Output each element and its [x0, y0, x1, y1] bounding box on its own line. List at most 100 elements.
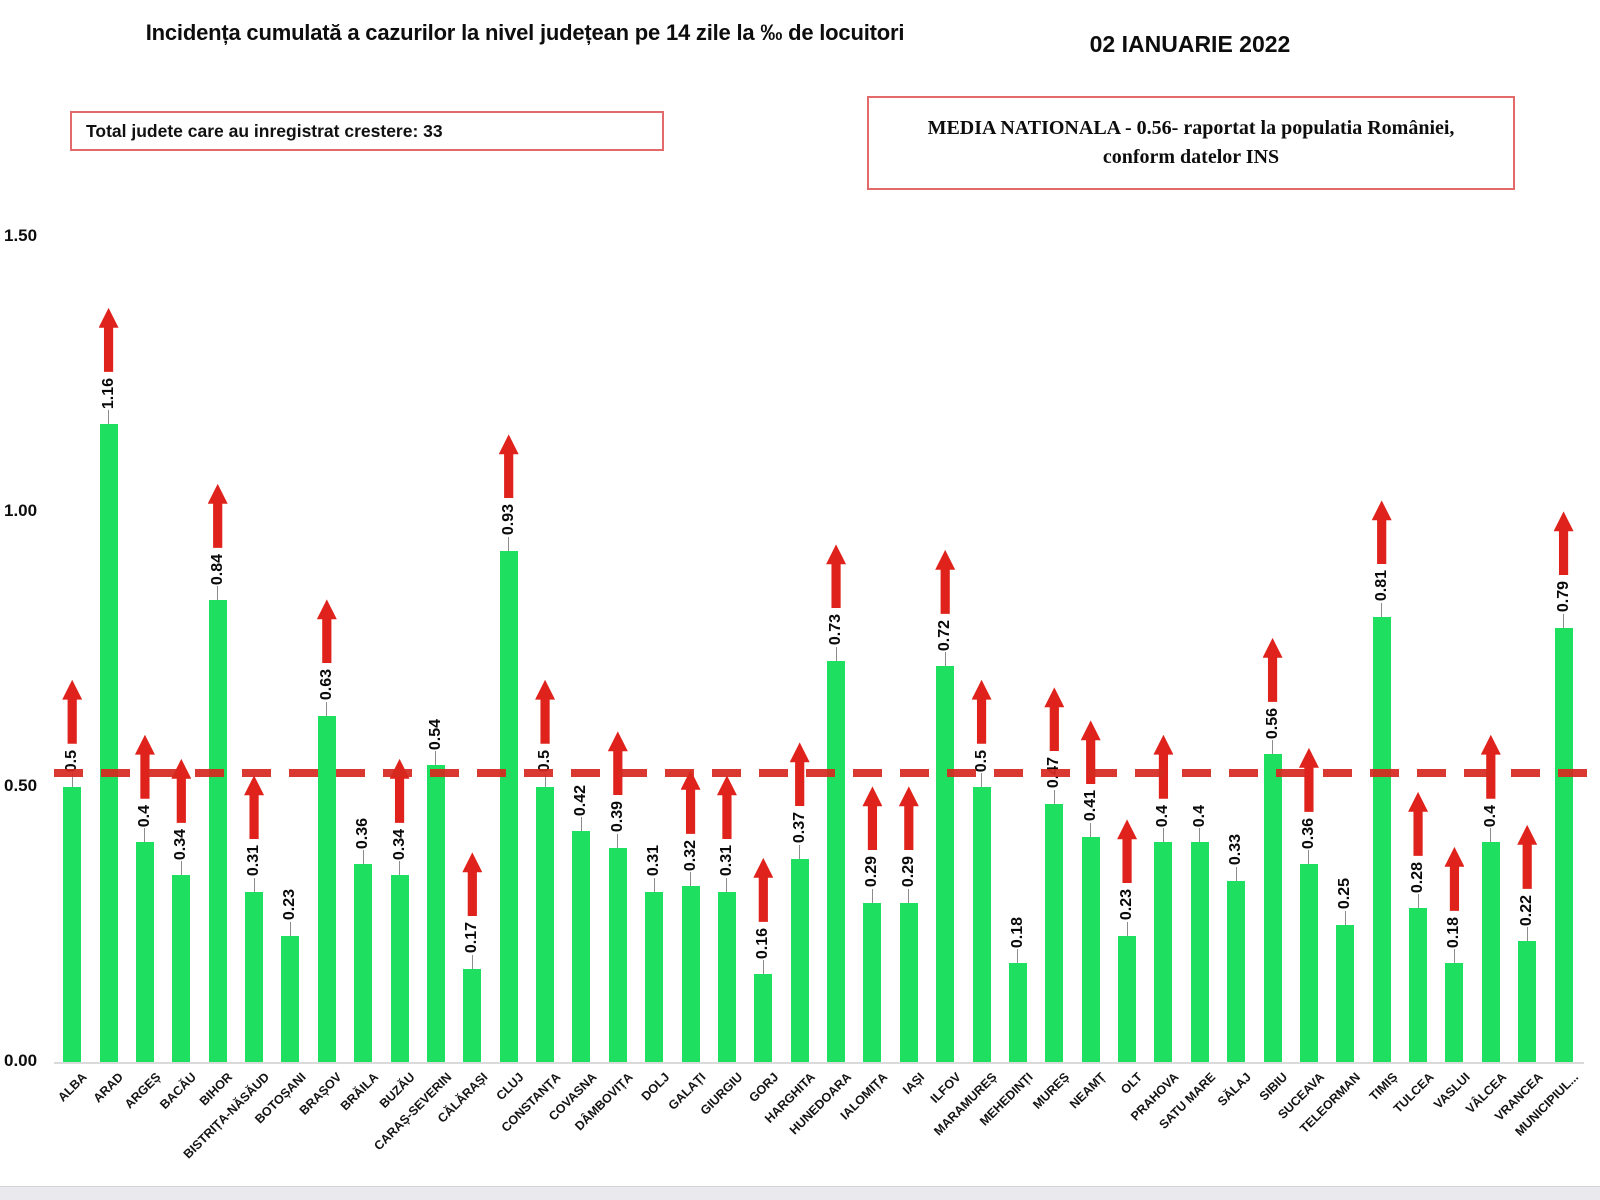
bar-column-mure-: 0.47	[1036, 162, 1072, 1062]
bar-value-label: 0.17	[463, 922, 481, 954]
x-axis-label: IAȘI	[899, 1070, 927, 1098]
x-axis-label: SATU MARE	[1156, 1070, 1218, 1132]
bar	[1008, 963, 1027, 1062]
bar-column-timi-: 0.81	[1364, 162, 1400, 1062]
national-average-line1: MEDIA NATIONALA - 0.56- raportat la popu…	[927, 117, 1455, 139]
bar	[827, 660, 846, 1062]
bar-column-sibiu: 0.56	[1254, 162, 1290, 1062]
value-leader-line	[1344, 910, 1346, 925]
increase-arrow-icon	[62, 679, 83, 744]
bar-column-br-ila: 0.36	[345, 162, 381, 1062]
increase-arrow-icon	[98, 307, 119, 372]
bar-value-label: 0.79	[1554, 581, 1572, 613]
bar-column-harghita: 0.37	[782, 162, 818, 1062]
bar	[99, 424, 118, 1062]
bar-value-label: 0.73	[827, 614, 845, 646]
value-leader-line	[1053, 789, 1055, 804]
bar	[208, 600, 227, 1062]
value-leader-line	[1490, 828, 1492, 842]
bar-value-label: 0.31	[645, 845, 663, 877]
bar-column-ialomi-a: 0.29	[854, 162, 890, 1062]
increase-arrow-icon	[1408, 791, 1429, 856]
value-leader-line	[1417, 894, 1419, 908]
bar-column-s-laj: 0.33	[1218, 162, 1254, 1062]
x-axis-label: ARGEȘ	[121, 1070, 163, 1112]
value-leader-line	[1563, 613, 1565, 628]
value-leader-line	[508, 536, 510, 551]
value-leader-line	[799, 844, 801, 859]
value-leader-line	[471, 954, 473, 969]
value-leader-line	[217, 586, 219, 600]
value-leader-line	[71, 773, 73, 787]
value-leader-line	[1235, 866, 1237, 881]
value-leader-line	[835, 646, 837, 661]
bar	[1263, 754, 1282, 1062]
x-axis-label: CĂLĂRAȘI	[434, 1070, 491, 1126]
bar-column-arad: 1.16	[90, 162, 126, 1062]
value-leader-line	[1017, 949, 1019, 963]
x-axis-line	[54, 1062, 1584, 1064]
bar-value-label: 0.36	[1299, 817, 1317, 849]
bar	[1081, 836, 1100, 1062]
bar	[536, 787, 555, 1062]
value-leader-line	[435, 751, 437, 765]
bar-column-constan-a: 0.5	[527, 162, 563, 1062]
bar-value-label: 0.81	[1372, 570, 1390, 602]
value-leader-line	[253, 877, 255, 892]
bar	[1445, 963, 1464, 1062]
bar-value-label: 0.36	[354, 817, 372, 849]
bar-column-gorj: 0.16	[745, 162, 781, 1062]
value-leader-line	[1199, 828, 1201, 842]
bar-value-label: 0.23	[1118, 889, 1136, 921]
national-average-line2: conform datelor INS	[1102, 146, 1280, 168]
bar	[972, 787, 991, 1062]
x-axis-label: BISTRIȚA-NĂSĂUD	[180, 1070, 273, 1162]
increase-arrow-icon	[498, 434, 519, 499]
value-leader-line	[617, 833, 619, 848]
increase-arrow-icon	[607, 731, 628, 796]
x-axis-label: CARAȘ-SEVERIN	[370, 1070, 454, 1154]
x-axis-label: HUNEDOARA	[786, 1070, 855, 1138]
bar	[1299, 864, 1318, 1062]
bar	[172, 875, 191, 1062]
x-axis-label: PRAHOVA	[1128, 1070, 1182, 1124]
bar	[936, 666, 955, 1062]
x-axis-label: DOLJ	[638, 1070, 673, 1104]
growth-total-label: Total judete care au inregistrat crester…	[86, 120, 443, 141]
bar	[572, 831, 591, 1062]
bar-value-label: 0.4	[1190, 804, 1208, 827]
bar-value-label: 0.22	[1518, 894, 1536, 926]
bar	[1227, 880, 1246, 1062]
bar	[1336, 924, 1355, 1062]
value-leader-line	[108, 410, 110, 424]
bar-value-label: 0.31	[245, 845, 263, 877]
bar	[1481, 842, 1500, 1062]
value-leader-line	[180, 861, 182, 875]
x-axis-label: CONSTANȚA	[498, 1070, 564, 1135]
increase-arrow-icon	[1553, 511, 1574, 576]
bar	[1154, 842, 1173, 1062]
x-axis-label: TIMIȘ	[1366, 1070, 1400, 1104]
value-leader-line	[653, 877, 655, 892]
bar	[681, 886, 700, 1062]
bar	[790, 858, 809, 1062]
bar-value-label: 0.4	[135, 804, 153, 827]
value-leader-line	[362, 850, 364, 864]
x-axis-label: VRANCEA	[1491, 1070, 1546, 1124]
value-leader-line	[690, 872, 692, 886]
bar-value-label: 0.31	[717, 845, 735, 877]
value-leader-line	[1381, 602, 1383, 617]
increase-arrow-icon	[680, 769, 701, 834]
bar-column-olt: 0.23	[1109, 162, 1145, 1062]
x-axis-label: OLT	[1118, 1070, 1146, 1097]
bar-column-ilfov: 0.72	[927, 162, 963, 1062]
increase-arrow-icon	[1480, 734, 1501, 799]
increase-arrow-icon	[898, 786, 919, 851]
bar	[499, 550, 518, 1062]
x-axis-label: ALBA	[55, 1070, 91, 1105]
bar	[1118, 935, 1137, 1062]
bar-column-d-mbovi-a: 0.39	[600, 162, 636, 1062]
bar-value-label: 0.93	[499, 504, 517, 536]
bar-value-label: 0.18	[1445, 916, 1463, 948]
